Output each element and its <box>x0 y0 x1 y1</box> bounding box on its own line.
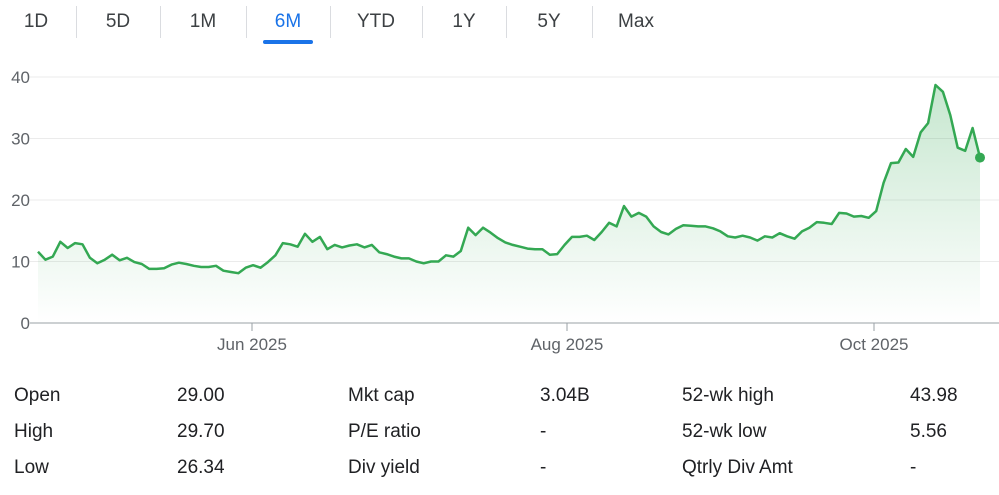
tab-max[interactable]: Max <box>594 0 678 44</box>
tab-divider <box>76 6 77 38</box>
stat-value-low: 26.34 <box>177 457 225 478</box>
stat-label-div-yield: Div yield <box>348 457 420 478</box>
stat-label-mkt-cap: Mkt cap <box>348 385 415 406</box>
y-tick-label: 30 <box>11 130 30 149</box>
stats-row: Low 26.34 Div yield - Qtrly Div Amt - <box>0 457 999 493</box>
tab-divider <box>246 6 247 38</box>
y-tick-label: 10 <box>11 253 30 272</box>
tab-label: 6M <box>274 11 302 32</box>
tab-label: 1M <box>189 11 217 32</box>
tab-divider <box>160 6 161 38</box>
last-price-marker <box>975 152 985 163</box>
y-tick-label: 40 <box>11 68 30 87</box>
stat-label-low: Low <box>14 457 49 478</box>
stat-value-pe-ratio: - <box>540 421 547 442</box>
stat-value-open: 29.00 <box>177 385 225 406</box>
x-tick-label: Oct 2025 <box>840 335 909 354</box>
y-axis-labels: 0 10 20 30 40 <box>11 68 30 333</box>
tab-divider <box>330 6 331 38</box>
stat-value-div-yield: - <box>540 457 547 478</box>
tab-5y[interactable]: 5Y <box>508 0 590 44</box>
tab-label: YTD <box>357 11 395 32</box>
tab-divider <box>506 6 507 38</box>
tab-label: 1D <box>23 11 49 32</box>
stat-value-qtrly-div-amt: - <box>910 457 917 478</box>
price-area-fill <box>38 85 980 323</box>
stat-label-high: High <box>14 421 54 442</box>
price-chart[interactable]: 0 10 20 30 40 Jun 2025 Aug 2025 Oct 2025 <box>0 46 999 366</box>
tab-divider <box>592 6 593 38</box>
tab-label: 1Y <box>452 11 476 32</box>
stat-label-open: Open <box>14 385 61 406</box>
tab-divider <box>422 6 423 38</box>
x-tick-label: Aug 2025 <box>531 335 604 354</box>
range-tabs: 1D 5D 1M 6M YTD 1Y 5Y Max <box>0 0 999 46</box>
stat-value-52wk-high: 43.98 <box>910 385 958 406</box>
y-tick-label: 0 <box>21 314 30 333</box>
x-tick-label: Jun 2025 <box>217 335 287 354</box>
price-line <box>37 83 982 275</box>
tab-label: 5Y <box>537 11 561 32</box>
stat-label-52wk-high: 52-wk high <box>682 385 774 406</box>
tab-ytd[interactable]: YTD <box>332 0 420 44</box>
stats-row: Open 29.00 Mkt cap 3.04B 52-wk high 43.9… <box>0 385 999 421</box>
stats-row: High 29.70 P/E ratio - 52-wk low 5.56 <box>0 421 999 457</box>
y-tick-label: 20 <box>11 191 30 210</box>
tab-1m[interactable]: 1M <box>162 0 244 44</box>
tab-1y[interactable]: 1Y <box>424 0 504 44</box>
active-tab-indicator <box>263 40 313 44</box>
tab-6m[interactable]: 6M <box>248 0 328 44</box>
stat-value-52wk-low: 5.56 <box>910 421 947 442</box>
stat-label-pe-ratio: P/E ratio <box>348 421 421 442</box>
stat-label-52wk-low: 52-wk low <box>682 421 767 442</box>
tab-1d[interactable]: 1D <box>0 0 72 44</box>
stat-value-high: 29.70 <box>177 421 225 442</box>
x-axis-labels: Jun 2025 Aug 2025 Oct 2025 <box>217 323 909 354</box>
tab-5d[interactable]: 5D <box>78 0 158 44</box>
stat-label-qtrly-div-amt: Qtrly Div Amt <box>682 457 793 478</box>
tab-label: 5D <box>105 11 131 32</box>
tab-label: Max <box>618 11 654 32</box>
stat-value-mkt-cap: 3.04B <box>540 385 590 406</box>
